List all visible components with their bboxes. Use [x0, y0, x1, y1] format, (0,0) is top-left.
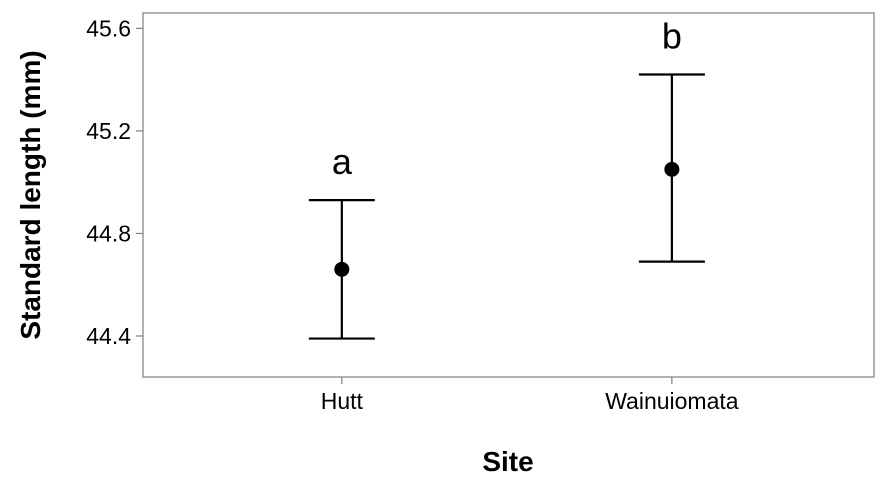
x-tick-label: Hutt: [321, 388, 364, 414]
y-tick-label: 45.2: [86, 118, 131, 144]
y-tick-label: 44.4: [86, 323, 131, 349]
plot-frame: [142, 12, 875, 378]
y-axis: 44.4 44.8 45.2 45.6: [86, 15, 143, 349]
significance-label-wainuiomata: b: [662, 16, 682, 57]
mean-point-hutt: [334, 261, 350, 277]
x-tick-label: Wainuiomata: [605, 388, 739, 414]
x-axis-title: Site: [482, 446, 533, 477]
y-axis-title: Standard length (mm): [15, 50, 46, 339]
significance-label-hutt: a: [332, 141, 353, 182]
plot-marks: ab: [308, 16, 705, 340]
y-tick-label: 44.8: [86, 220, 131, 246]
mean-point-wainuiomata: [664, 161, 680, 177]
y-tick-label: 45.6: [86, 15, 131, 41]
x-axis: Hutt Wainuiomata: [321, 377, 739, 414]
